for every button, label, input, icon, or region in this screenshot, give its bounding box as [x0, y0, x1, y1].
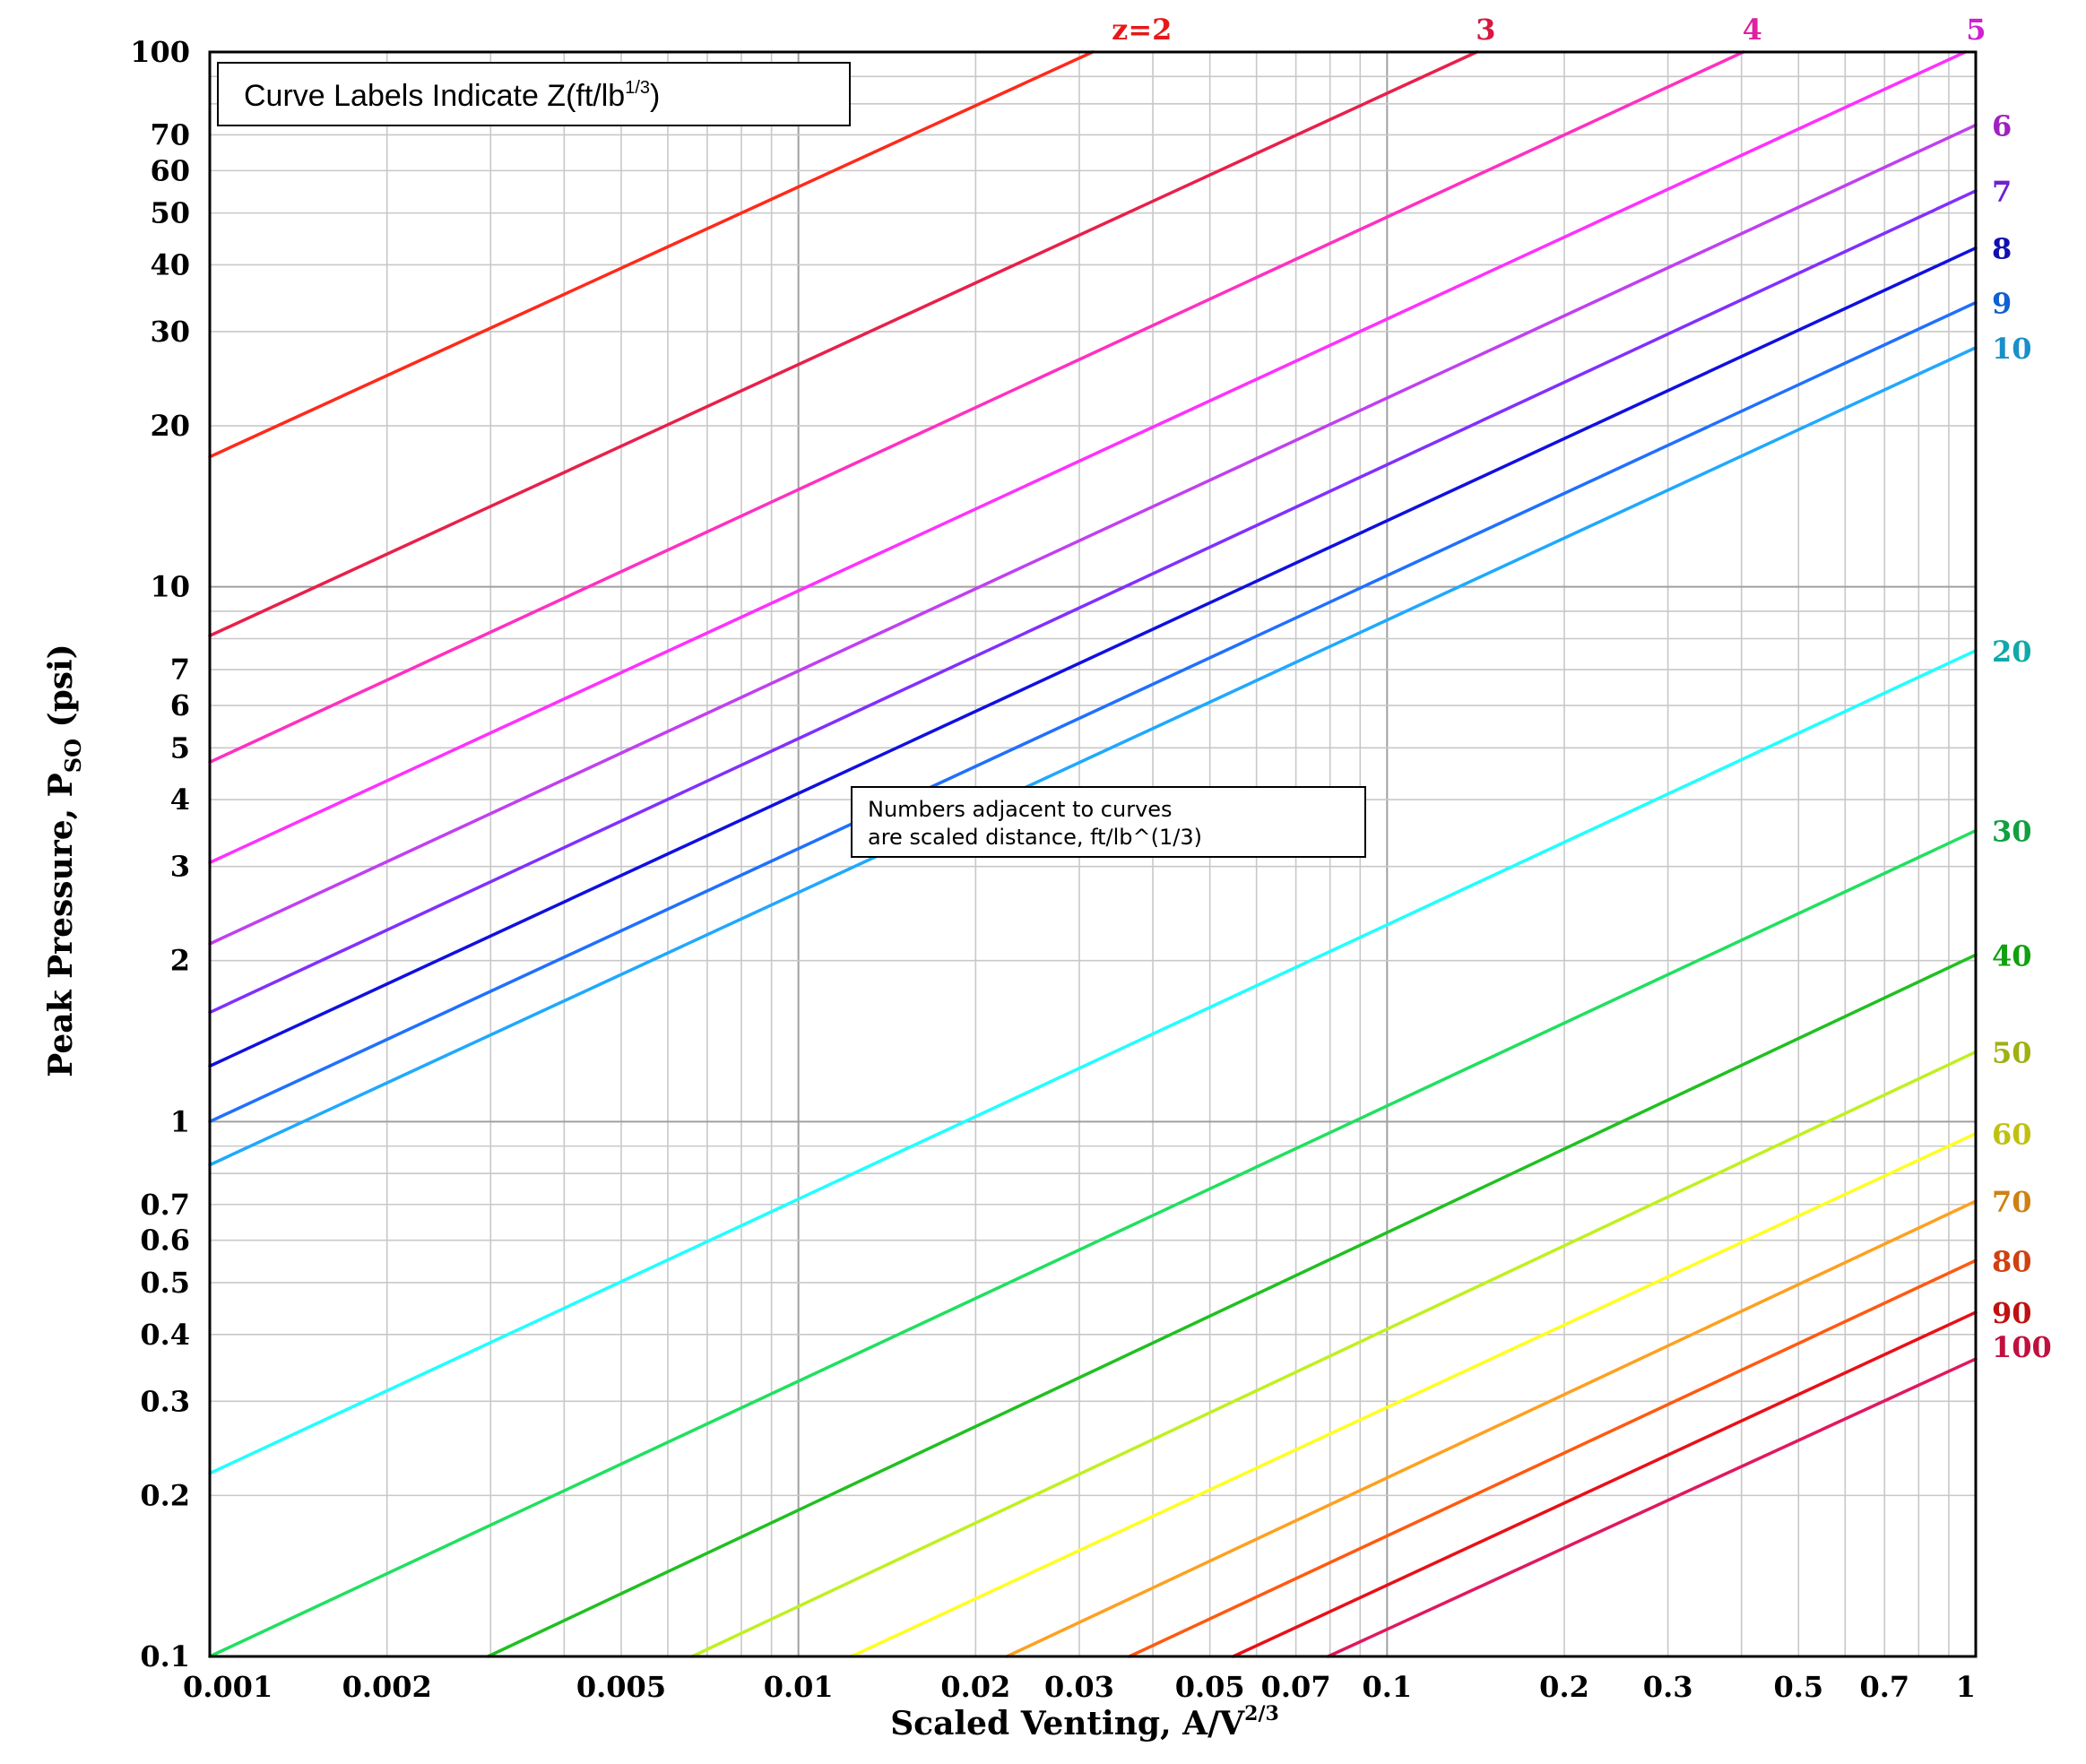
y-tick-label: 0.3 — [140, 1384, 190, 1418]
curve-label-z-90: 90 — [1992, 1296, 2032, 1330]
y-tick-label: 0.5 — [140, 1266, 190, 1300]
y-tick-label: 1 — [170, 1104, 190, 1138]
curve-label-z-100: 100 — [1992, 1330, 2052, 1364]
curve-label-z-9: 9 — [1992, 287, 2012, 321]
y-tick-label: 50 — [150, 196, 190, 230]
x-axis-title: Scaled Venting, A/V2/3 — [890, 1702, 1279, 1742]
curve-label-z-60: 60 — [1992, 1118, 2032, 1152]
curve-z-8 — [208, 246, 1978, 1068]
curve-label-z-80: 80 — [1992, 1244, 2032, 1278]
curve-z-2 — [208, 50, 1095, 459]
x-tick-label: 0.5 — [1773, 1670, 1823, 1704]
x-tick-label: 0.03 — [1044, 1670, 1114, 1704]
y-axis-title: Peak Pressure, PSO (psi) — [42, 644, 86, 1077]
y-tick-label: 0.7 — [140, 1188, 190, 1222]
curve-z-6 — [208, 123, 1978, 946]
curve-lines — [208, 50, 1978, 1658]
plot-frame — [208, 50, 1978, 1658]
curve-label-z-20: 20 — [1992, 635, 2032, 669]
y-tick-label: 3 — [170, 850, 190, 884]
y-tick-label: 20 — [150, 409, 190, 443]
x-tick-label: 1 — [1956, 1670, 1976, 1704]
y-tick-label: 4 — [170, 783, 190, 817]
note-box-frame — [851, 786, 1366, 858]
curve-label-z-5: 5 — [1966, 13, 1986, 47]
curve-z-80 — [1128, 1258, 1978, 1658]
x-tick-label: 0.01 — [764, 1670, 834, 1704]
legend-box-text: Curve Labels Indicate Z(ft/lb1/3) — [244, 78, 660, 113]
curve-label-z-10: 10 — [1992, 332, 2032, 366]
y-tick-label: 2 — [170, 944, 190, 978]
curve-z-40 — [486, 953, 1978, 1658]
curve-z-100 — [1326, 1357, 1978, 1658]
note-box: Numbers adjacent to curves are scaled di… — [851, 786, 1366, 858]
curve-label-z-2: z=2 — [1112, 13, 1172, 47]
x-tick-label: 0.001 — [183, 1670, 273, 1704]
note-line-2: are scaled distance, ft/lb^(1/3) — [868, 825, 1202, 850]
tick-labels: 0.001 0.002 0.005 0.01 0.02 0.03 0.05 0.07 0.1 0.… — [130, 35, 1976, 1704]
curve-z-20 — [208, 649, 1978, 1475]
y-tick-label: 70 — [150, 117, 190, 151]
curve-label-z-3: 3 — [1476, 13, 1495, 47]
note-line-1: Numbers adjacent to curves — [868, 797, 1173, 822]
curve-z-4 — [208, 50, 1745, 765]
x-tick-label: 0.3 — [1643, 1670, 1693, 1704]
curve-label-z-70: 70 — [1992, 1185, 2032, 1219]
y-tick-label: 0.6 — [140, 1224, 190, 1258]
y-tick-label: 5 — [170, 731, 190, 765]
x-tick-label: 0.005 — [576, 1670, 666, 1704]
y-tick-label: 6 — [170, 688, 190, 722]
y-tick-label: 60 — [150, 153, 190, 187]
curve-label-z-4: 4 — [1743, 13, 1762, 47]
curve-z-30 — [208, 828, 1978, 1658]
x-tick-label: 0.7 — [1859, 1670, 1909, 1704]
y-tick-label: 0.2 — [140, 1478, 190, 1512]
x-tick-label: 0.05 — [1175, 1670, 1245, 1704]
curve-z-3 — [208, 50, 1479, 638]
y-tick-label: 100 — [130, 35, 190, 69]
x-tick-label: 0.07 — [1261, 1670, 1331, 1704]
curve-label-z-50: 50 — [1992, 1036, 2032, 1070]
y-tick-label: 10 — [150, 570, 190, 604]
y-tick-label: 0.4 — [140, 1318, 190, 1352]
curve-z-5 — [208, 50, 1968, 865]
y-tick-label: 30 — [150, 315, 190, 349]
legend-box-frame — [217, 62, 851, 126]
curve-label-z-7: 7 — [1992, 175, 2012, 209]
curve-z-50 — [690, 1050, 1978, 1658]
x-tick-label: 0.02 — [940, 1670, 1010, 1704]
y-tick-label: 40 — [150, 247, 190, 281]
legend-box: Curve Labels Indicate Z(ft/lb1/3) — [217, 62, 851, 126]
x-tick-label: 0.002 — [342, 1670, 432, 1704]
x-tick-label: 0.2 — [1539, 1670, 1589, 1704]
curve-z-7 — [208, 189, 1978, 1015]
curve-label-z-30: 30 — [1992, 815, 2032, 849]
curve-z-90 — [1232, 1310, 1978, 1658]
curve-label-z-6: 6 — [1992, 109, 2012, 143]
y-tick-label: 7 — [170, 653, 190, 687]
curve-label-z-40: 40 — [1992, 938, 2032, 973]
curve-label-z-8: 8 — [1992, 232, 2012, 266]
y-tick-label: 0.1 — [140, 1639, 190, 1673]
curve-z-10 — [208, 346, 1978, 1167]
curve-z-60 — [849, 1131, 1978, 1658]
x-tick-label: 0.1 — [1362, 1670, 1412, 1704]
curve-z-70 — [1005, 1199, 1978, 1658]
curve-z-9 — [208, 300, 1978, 1124]
